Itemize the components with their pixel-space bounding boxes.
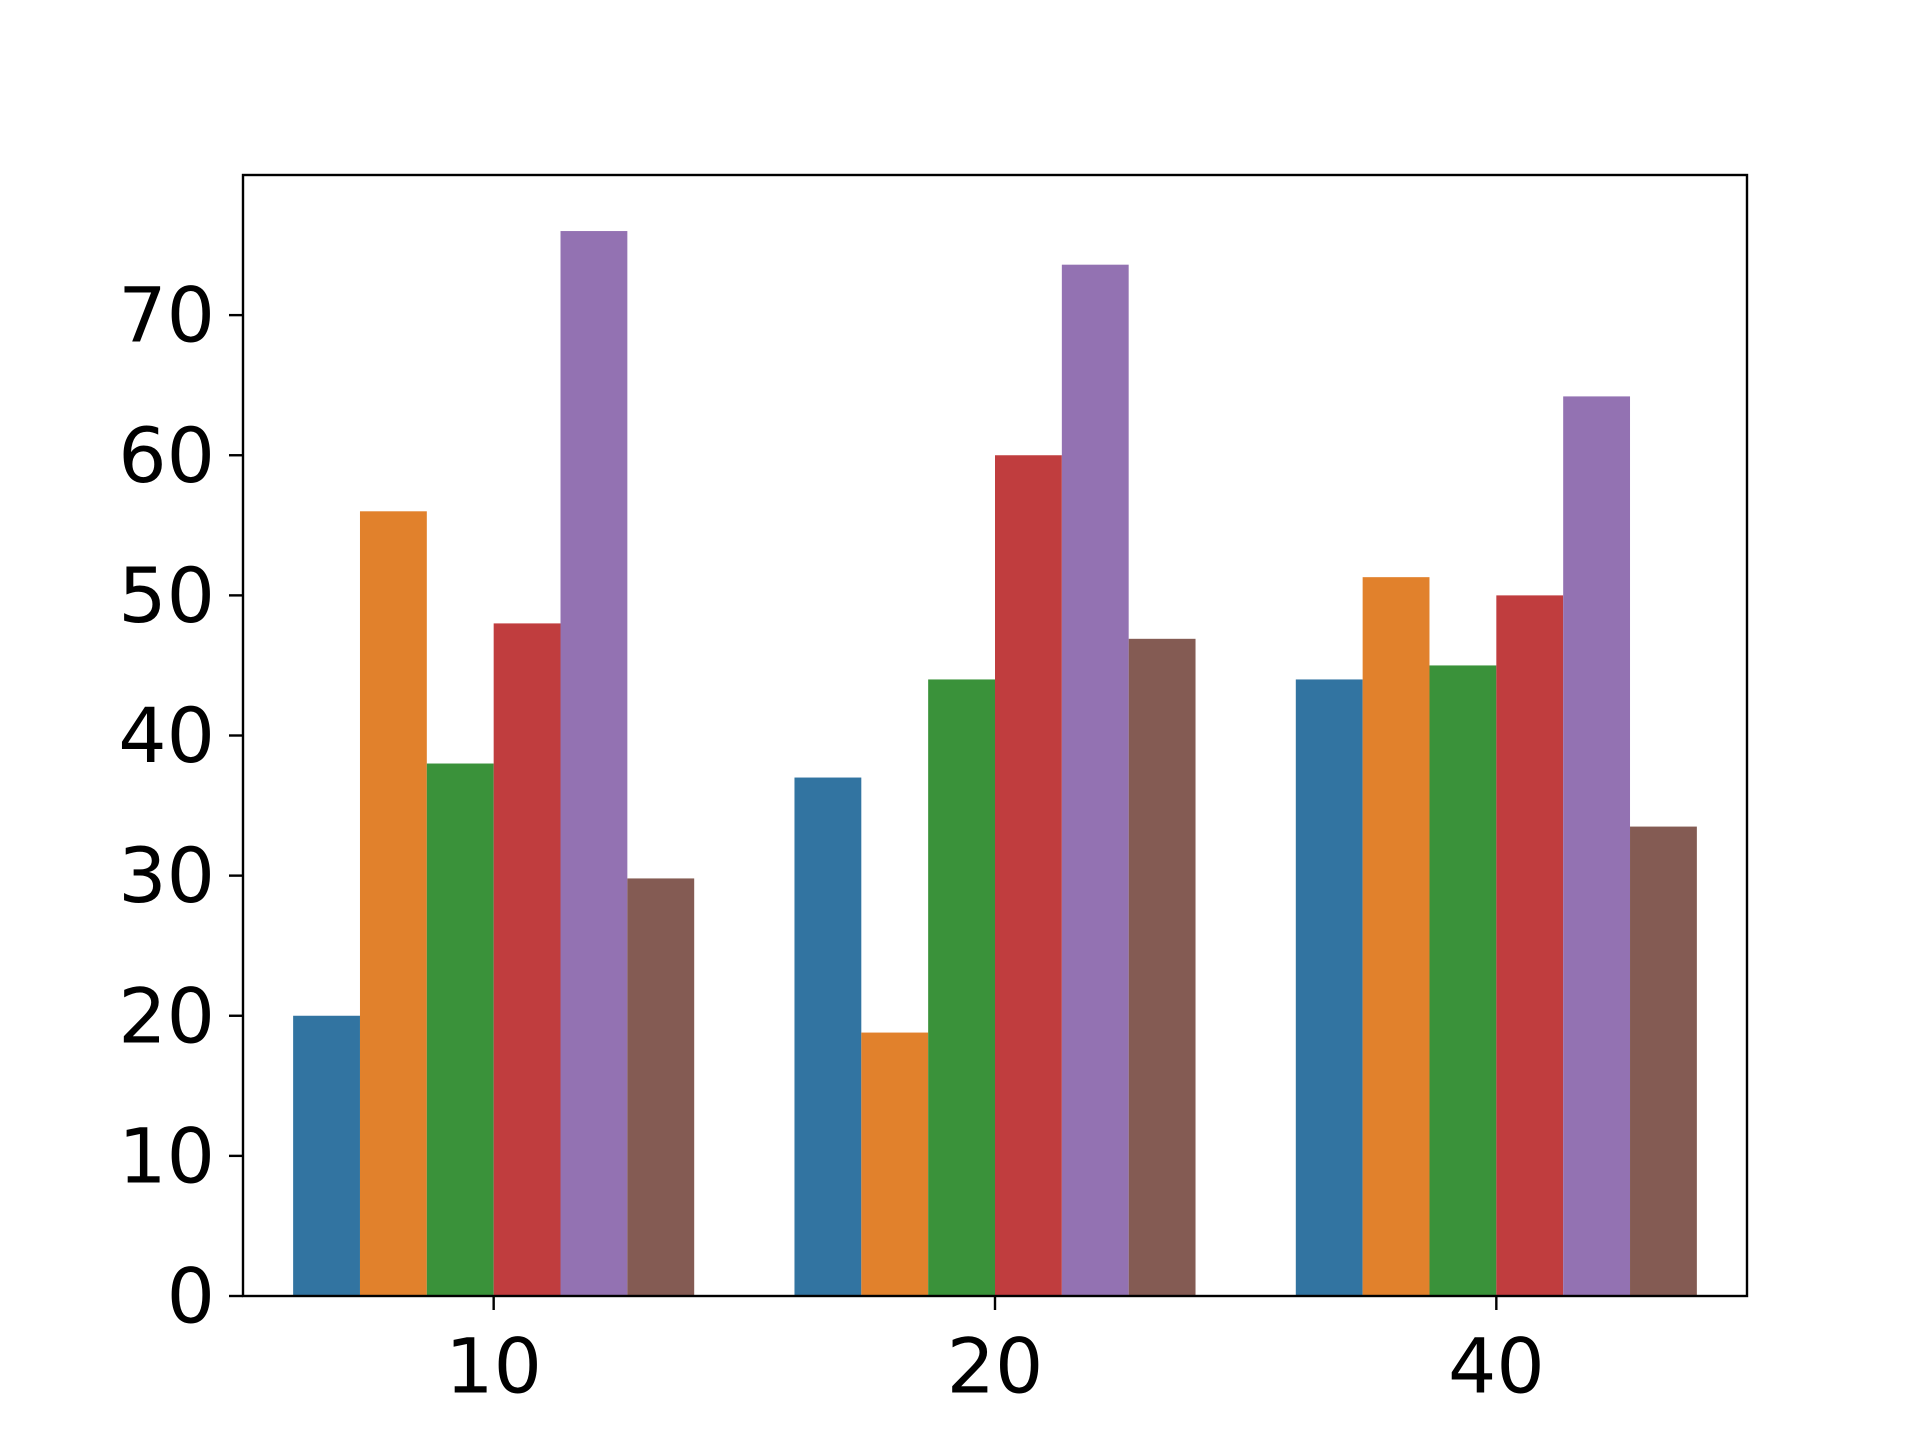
y-tick-label: 50	[118, 551, 215, 640]
y-tick-label: 0	[167, 1252, 215, 1341]
bar-series-3-cat-10	[426, 763, 494, 1296]
bar-series-2-cat-40	[1362, 577, 1430, 1296]
y-tick-label: 20	[118, 971, 215, 1060]
bar-series-1-cat-20	[794, 777, 862, 1296]
bar-series-4-cat-20	[995, 455, 1062, 1296]
y-tick-label: 30	[118, 831, 215, 920]
bar-series-3-cat-40	[1429, 665, 1497, 1296]
y-tick-label: 40	[118, 691, 215, 780]
bars-layer	[293, 231, 1697, 1297]
bar-series-5-cat-10	[560, 231, 628, 1296]
bar-series-1-cat-10	[293, 1015, 360, 1296]
bar-series-2-cat-10	[359, 511, 427, 1296]
bar-series-6-cat-20	[1128, 638, 1196, 1296]
x-tick-label: 40	[1448, 1322, 1545, 1411]
bar-series-3-cat-20	[928, 679, 995, 1296]
bar-series-6-cat-10	[627, 878, 695, 1296]
bar-series-1-cat-40	[1295, 679, 1363, 1296]
ticks-layer: 0 10 20 30 40 50 60 70 10 20 40	[118, 271, 1544, 1411]
x-tick-label: 20	[947, 1322, 1044, 1411]
x-tick-label: 10	[445, 1322, 542, 1411]
bar-series-4-cat-40	[1496, 595, 1564, 1297]
bar-series-5-cat-20	[1061, 264, 1129, 1297]
bar-series-5-cat-40	[1563, 396, 1631, 1296]
y-tick-label: 10	[118, 1111, 215, 1200]
bar-series-2-cat-20	[861, 1032, 929, 1296]
bar-series-6-cat-40	[1630, 826, 1697, 1296]
y-tick-label: 60	[118, 411, 215, 500]
y-tick-label: 70	[118, 271, 215, 360]
bar-series-4-cat-10	[493, 623, 561, 1296]
